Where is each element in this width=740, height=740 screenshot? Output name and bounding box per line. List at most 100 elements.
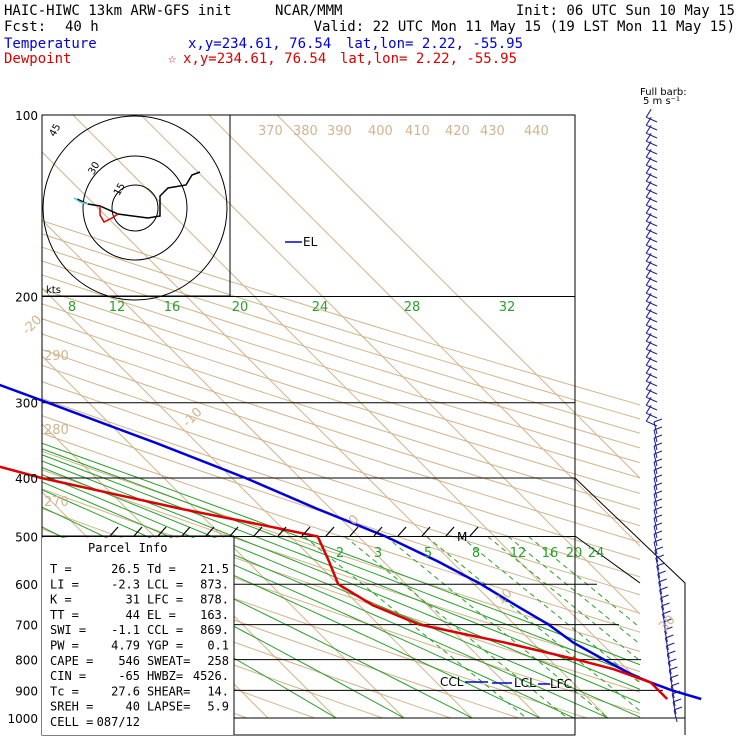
wind-barb-flag (655, 554, 664, 559)
wind-barb-staff (645, 372, 658, 379)
isotherm-line (208, 115, 640, 547)
wind-barb-staff (645, 132, 658, 139)
wind-barb-staff (645, 140, 658, 147)
wind-barb-flag (645, 388, 652, 398)
temperature-legend: Temperature (4, 36, 97, 52)
wind-barb-staff (653, 509, 658, 523)
wind-barb-flag (664, 626, 673, 631)
wind-barb-staff (645, 396, 658, 403)
dewpoint-series (0, 465, 669, 700)
wind-barb-flag (645, 404, 652, 414)
wind-barb (672, 698, 682, 715)
isotherm-line (42, 355, 405, 719)
wind-barb (656, 562, 665, 579)
wind-barb (645, 140, 658, 155)
dry-adiabat (42, 348, 640, 543)
wind-barb-flag (645, 412, 652, 422)
theta-label: 420 (445, 124, 470, 139)
wind-barb-staff (653, 429, 658, 443)
wind-barb-flag (670, 682, 680, 687)
wind-barb-staff (645, 164, 658, 171)
isotherm-label: -20 (20, 313, 46, 339)
wind-barb-staff (645, 148, 658, 155)
mixing-ratio-line (344, 536, 568, 719)
wind-barb-flag (645, 292, 652, 302)
wind-barb-flag (673, 706, 683, 711)
wind-barb (645, 108, 658, 123)
mixing-ratio-line (426, 536, 640, 712)
wind-barb-staff (645, 204, 658, 211)
parcel-row-value: -65 (118, 669, 140, 683)
parcel-row-label2: LFC = (147, 593, 183, 607)
wind-barb (645, 116, 658, 131)
hatch-mark (109, 526, 119, 537)
pressure-label-100: 100 (15, 109, 38, 123)
wind-barb-flag (645, 364, 652, 374)
wind-barb-staff (645, 260, 658, 267)
wind-barb-staff (653, 533, 658, 547)
wind-barb (657, 570, 666, 587)
wind-barb-flag (657, 570, 666, 575)
parcel-row-value: 44 (126, 608, 140, 622)
hatch-mark (469, 526, 479, 537)
wind-barb-flag (659, 586, 668, 591)
wind-barb-staff (667, 661, 672, 675)
hodo-ring-30: 30 (87, 160, 103, 177)
wind-barb-flag (660, 594, 669, 599)
wind-barb (645, 172, 658, 187)
wind-barb (653, 522, 663, 539)
wind-barb (645, 276, 658, 291)
dry-adiabat (42, 318, 640, 510)
wind-barb (645, 388, 658, 403)
wind-barb (645, 340, 658, 355)
parcel-row-label: PW = (50, 639, 79, 653)
wind-barb (645, 244, 658, 259)
parcel-row-value2: 14. (207, 684, 229, 698)
hatch-mark (301, 526, 311, 537)
wind-barb-flag (653, 514, 663, 519)
hatch-mark (325, 526, 335, 537)
wind-barb-flag (645, 252, 652, 262)
parcel-row-label: T = (50, 562, 72, 576)
moist-adiabat-label: 28 (404, 300, 421, 315)
wind-barb (645, 284, 658, 299)
wind-barb-staff (664, 637, 669, 651)
wind-barb-staff (645, 348, 658, 355)
parcel-row-value: 40 (126, 700, 140, 714)
hatch-mark (445, 526, 455, 537)
mixing-ratio-label: 24 (588, 546, 605, 561)
dry-adiabat (42, 288, 640, 479)
wind-barb (654, 546, 664, 563)
wind-barb-flag (645, 220, 652, 230)
wind-barb (668, 666, 678, 683)
wind-barb-staff (668, 669, 673, 683)
dry-adiabat-lines (42, 220, 640, 719)
wind-barb (645, 348, 658, 363)
fcst-label: Fcst: (4, 19, 46, 35)
wind-barb-flag (645, 244, 652, 254)
isotherm-line (140, 115, 640, 615)
wind-barb-flag (661, 602, 670, 607)
wind-barb-staff (673, 709, 678, 723)
hodograph-trace-low (99, 206, 119, 223)
wind-barb (665, 642, 675, 659)
wind-barb-staff (645, 188, 658, 195)
parcel-info-title: Parcel Info (88, 541, 167, 555)
wind-barb-staff (653, 525, 658, 539)
wind-barb (659, 586, 668, 603)
wind-barb-staff (653, 517, 658, 531)
wind-barb (645, 404, 658, 419)
wind-barb (645, 268, 658, 283)
wind-barb (645, 220, 658, 235)
wind-barb (645, 260, 658, 275)
wind-barb-flag (645, 204, 652, 214)
wind-barb-flag (670, 674, 679, 679)
pressure-label-200: 200 (15, 291, 38, 305)
wind-barb (655, 554, 664, 571)
pressure-label-400: 400 (15, 472, 38, 486)
dry-adiabat (42, 488, 640, 693)
theta-label: 380 (293, 124, 318, 139)
mixing-ratio-label: 20 (566, 546, 583, 561)
hatch-mark (421, 526, 431, 537)
wind-barb-staff (645, 172, 658, 179)
